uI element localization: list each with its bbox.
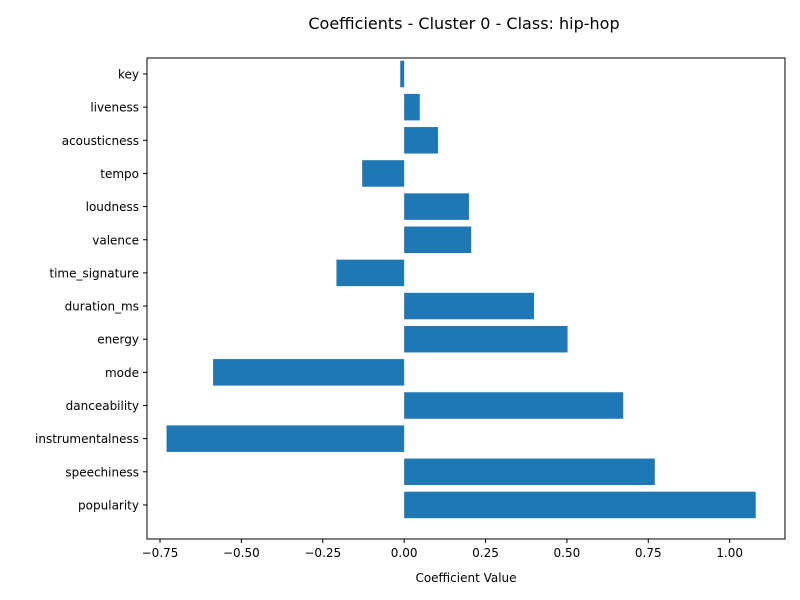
y-tick-label: loudness bbox=[86, 200, 139, 214]
bar-mode bbox=[213, 359, 405, 386]
bar-valence bbox=[404, 226, 472, 253]
x-tick-label: −0.50 bbox=[223, 546, 260, 560]
x-axis-ticks: −0.75 −0.50 −0.25 0.00 0.25 0.50 0.75 1.00 bbox=[142, 539, 743, 560]
bar-acousticness bbox=[404, 127, 439, 154]
bar-loudness bbox=[404, 193, 469, 220]
x-tick-label: 0.75 bbox=[635, 546, 662, 560]
x-tick-label: −0.25 bbox=[304, 546, 341, 560]
bar-danceability bbox=[404, 392, 624, 419]
bar-tempo bbox=[362, 160, 405, 187]
y-axis-ticks: key liveness acousticness tempo loudness vale… bbox=[35, 68, 147, 512]
y-tick-label: tempo bbox=[100, 167, 139, 181]
x-tick-label: −0.75 bbox=[142, 546, 179, 560]
y-tick-label: acousticness bbox=[62, 134, 139, 148]
bar-key bbox=[400, 60, 405, 88]
bar-duration_ms bbox=[404, 292, 535, 320]
bar-speechiness bbox=[404, 458, 655, 486]
x-tick-label: 0.00 bbox=[391, 546, 418, 560]
y-tick-label: instrumentalness bbox=[35, 432, 139, 446]
bar-instrumentalness bbox=[166, 425, 405, 452]
y-tick-label: speechiness bbox=[65, 465, 139, 479]
y-tick-label: mode bbox=[105, 366, 139, 380]
bar-energy bbox=[404, 325, 568, 353]
y-tick-label: danceability bbox=[66, 399, 139, 413]
y-tick-label: valence bbox=[92, 233, 139, 247]
x-tick-label: 0.25 bbox=[472, 546, 499, 560]
y-tick-label: duration_ms bbox=[65, 300, 139, 314]
x-tick-label: 0.50 bbox=[554, 546, 581, 560]
chart-title: Coefficients - Cluster 0 - Class: hip-ho… bbox=[308, 14, 619, 33]
plot-frame bbox=[146, 57, 786, 540]
bars-group bbox=[166, 60, 756, 519]
y-tick-label: popularity bbox=[78, 498, 139, 512]
x-axis-label: Coefficient Value bbox=[415, 571, 516, 585]
x-tick-label: 1.00 bbox=[716, 546, 743, 560]
y-tick-label: energy bbox=[97, 333, 139, 347]
y-tick-label: key bbox=[118, 68, 139, 82]
y-tick-label: time_signature bbox=[49, 266, 139, 280]
bar-time_signature bbox=[336, 259, 405, 287]
y-tick-label: liveness bbox=[90, 101, 139, 115]
bar-popularity bbox=[404, 491, 756, 519]
bar-liveness bbox=[404, 93, 420, 121]
